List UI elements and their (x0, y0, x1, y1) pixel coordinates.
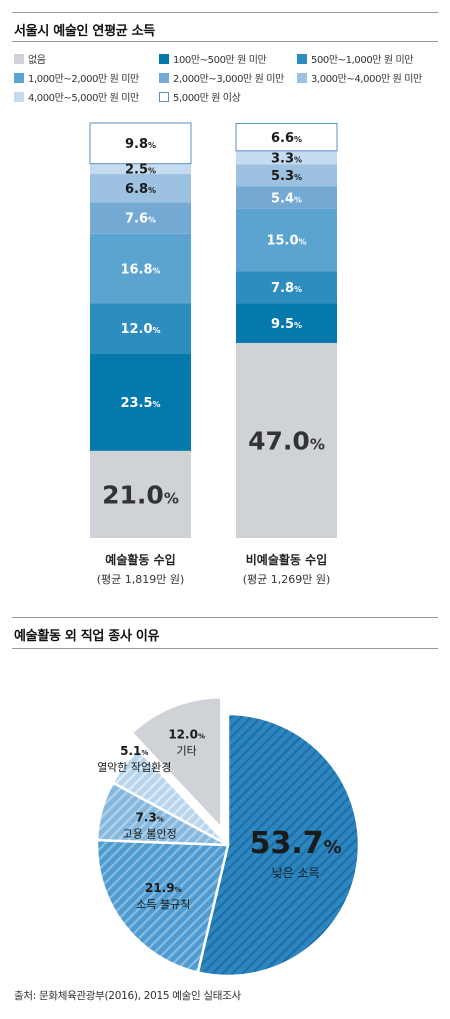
legend-item: 4,000만~5,000만 원 미만 (14, 89, 139, 104)
bar-value-label: 6.8% (125, 182, 156, 197)
pie-slice-label: 고용 불안정 (123, 828, 177, 841)
legend-swatch (14, 91, 24, 102)
legend-swatch (14, 72, 24, 83)
bar-value-label: 16.8% (120, 262, 160, 277)
bar-segment (236, 271, 337, 304)
category-sublabel: (평균 1,819만 원) (97, 573, 185, 586)
stacked-bar-chart: 21.0% 23.5% 12.0% 16.8% 7.6% 6.8% 2.5% 9.8% 예술활동… (89, 122, 338, 586)
pie-slice-label: 낮은 소득 (272, 866, 320, 880)
legend-swatch (14, 53, 24, 64)
pie-slice-label: 열악한 작업환경 (97, 761, 171, 774)
pie-slice (129, 696, 223, 832)
pie-value-label: 21.9% (145, 881, 182, 895)
legend-item: 2,000만~3,000만 원 미만 (159, 70, 284, 85)
legend-label: 2,000만~3,000만 원 미만 (173, 74, 284, 85)
legend-label: 4,000만~5,000만 원 미만 (28, 93, 139, 104)
bar-value-label: 7.6% (125, 212, 156, 227)
pie-slice-label: 기타 (177, 745, 197, 758)
bar-segment (236, 186, 337, 209)
title-rule-bottom-1 (12, 41, 438, 42)
bar-value-label: 9.5% (271, 317, 302, 332)
bar-segment (90, 353, 191, 451)
legend-swatch (297, 72, 307, 83)
bar-value-label: 15.0% (266, 234, 306, 249)
title-rule-top-1 (12, 12, 438, 13)
bar-segment (90, 303, 191, 354)
legend-swatch (159, 91, 169, 102)
bar-segment (236, 208, 337, 272)
pie-slice (95, 838, 230, 974)
bar-segment (90, 174, 191, 203)
bar-value-label: 3.3% (271, 151, 302, 166)
legend-item: 3,000만~4,000만 원 미만 (297, 70, 422, 85)
title-rule-top-2 (12, 617, 438, 618)
category-label: 비예술활동 수입 (246, 552, 327, 567)
legend-label: 500만~1,000만 원 미만 (311, 55, 414, 66)
pie-slice (111, 747, 229, 847)
legend-item: 5,000만 원 이상 (159, 89, 241, 104)
legend-swatch (159, 72, 169, 83)
bar-segment (236, 342, 337, 538)
bar-chart-title: 서울시 예술인 연평균 소득 (14, 24, 155, 39)
pie-slice-label: 소득 불규칙 (136, 898, 190, 911)
bar-segment (90, 163, 191, 175)
legend-item: 없음 (14, 51, 46, 66)
legend-swatch (297, 53, 307, 64)
bar-segment (90, 233, 191, 304)
legend-label: 5,000만 원 이상 (173, 93, 241, 104)
legend-item: 100만~500만 원 미만 (159, 51, 267, 66)
bar-value-label: 5.4% (271, 191, 302, 206)
bar-segment (90, 450, 191, 538)
legend-label: 없음 (28, 55, 46, 66)
bar-value-label: 12.0% (120, 322, 160, 337)
bar-segment (236, 164, 337, 187)
category-label: 예술활동 수입 (105, 552, 175, 567)
bar-value-label: 6.6% (271, 131, 302, 146)
legend-label: 3,000만~4,000만 원 미만 (311, 74, 422, 85)
bar-segment (236, 303, 337, 343)
bar-segment (90, 202, 191, 234)
bar-value-label: 21.0% (102, 480, 179, 509)
pie-chart: 53.7% 낮은 소득 21.9% 소득 불규칙 7.3% 고용 불안정 5.1% 열악한 작… (95, 696, 361, 978)
pie-value-label: 53.7% (250, 826, 342, 861)
legend-item: 500만~1,000만 원 미만 (297, 51, 413, 66)
bar-value-label: 5.3% (271, 169, 302, 184)
bar-segment (89, 122, 192, 165)
bar-value-label: 7.8% (271, 281, 302, 296)
bar-segment (236, 150, 337, 165)
legend-label: 100만~500만 원 미만 (173, 55, 267, 66)
bar-value-label: 23.5% (120, 396, 160, 411)
title-rule-bottom-2 (12, 648, 438, 649)
source-note: 출처: 문화체육관광부(2016), 2015 예술인 실태조사 (14, 990, 241, 1002)
pie-value-label: 7.3% (136, 811, 164, 825)
pie-value-label: 12.0% (168, 728, 205, 742)
bar-value-label: 2.5% (125, 163, 156, 178)
category-sublabel: (평균 1,269만 원) (243, 573, 331, 586)
legend-label: 1,000만~2,000만 원 미만 (28, 74, 139, 85)
bar-value-label: 9.8% (125, 137, 156, 152)
legend-swatch (159, 53, 169, 64)
pie-value-label: 5.1% (120, 744, 148, 758)
bar-value-label: 47.0% (248, 426, 325, 455)
pie-slice (196, 712, 361, 978)
legend-item: 1,000만~2,000만 원 미만 (14, 70, 139, 85)
pie-chart-title: 예술활동 외 직업 종사 이유 (14, 629, 160, 644)
bar-segment (235, 122, 338, 152)
